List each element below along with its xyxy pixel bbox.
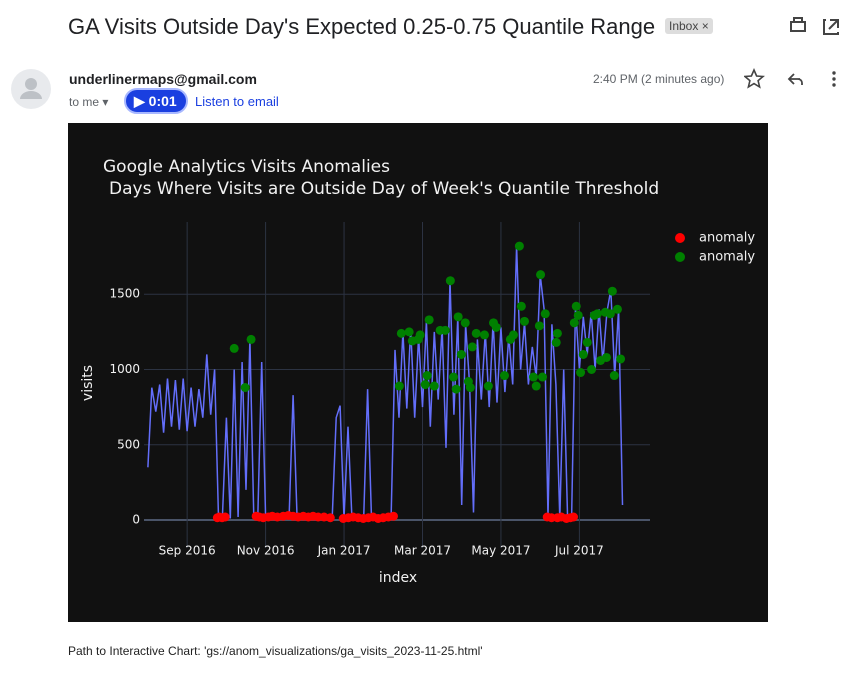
anomaly-point bbox=[491, 322, 501, 332]
anomaly-point bbox=[246, 334, 256, 344]
anomaly-point bbox=[445, 276, 455, 286]
anomaly-point bbox=[582, 337, 592, 347]
anomaly-point bbox=[616, 354, 626, 364]
anomaly-point bbox=[536, 270, 546, 280]
chart-container: Google Analytics Visits Anomalies Days W… bbox=[68, 123, 768, 622]
anomaly-point bbox=[467, 342, 477, 352]
y-tick-label: 0 bbox=[132, 513, 140, 527]
anomaly-point bbox=[422, 371, 432, 381]
x-tick-label: Jan 2017 bbox=[317, 544, 371, 558]
x-tick-label: Mar 2017 bbox=[394, 544, 451, 558]
anomaly-point bbox=[415, 330, 425, 340]
anomaly-point bbox=[456, 349, 466, 359]
message-icons[interactable] bbox=[744, 68, 844, 90]
anomaly-point bbox=[516, 301, 526, 311]
anomaly-point bbox=[592, 309, 602, 319]
anomaly-point bbox=[569, 318, 579, 328]
anomaly-point bbox=[420, 380, 430, 390]
anomaly-point bbox=[453, 312, 463, 322]
anomaly-point bbox=[499, 371, 509, 381]
audio-time: 0:01 bbox=[148, 93, 177, 109]
anomaly-point bbox=[519, 316, 529, 326]
chart: Google Analytics Visits Anomalies Days W… bbox=[80, 157, 755, 586]
x-axis-label: index bbox=[379, 570, 417, 586]
anomaly-point bbox=[569, 512, 579, 522]
more-dot bbox=[832, 83, 836, 87]
recipient[interactable]: to me ▾ bbox=[69, 95, 109, 109]
more-icon[interactable] bbox=[832, 71, 836, 75]
anomaly-point bbox=[220, 512, 230, 522]
anomaly-point bbox=[573, 310, 583, 320]
popout-icon[interactable] bbox=[823, 19, 839, 35]
anomaly-point bbox=[538, 372, 548, 382]
anomaly-point bbox=[465, 383, 475, 393]
legend-marker bbox=[675, 252, 685, 262]
timestamp: 2:40 PM (2 minutes ago) bbox=[593, 72, 725, 86]
legend-label: anomaly bbox=[699, 250, 755, 265]
print-icon-top bbox=[793, 17, 803, 23]
recipient-text: to me bbox=[69, 95, 100, 109]
anomaly-point bbox=[483, 381, 493, 391]
anomaly-point bbox=[440, 325, 450, 335]
x-tick-label: Jul 2017 bbox=[554, 544, 604, 558]
visits-line bbox=[147, 246, 624, 520]
anomaly-point bbox=[540, 309, 550, 319]
anomaly-point bbox=[396, 328, 406, 338]
subject: GA Visits Outside Day's Expected 0.25-0.… bbox=[68, 14, 656, 39]
anomaly-point bbox=[612, 304, 622, 314]
y-axis-label: visits bbox=[80, 365, 96, 401]
anomaly-point bbox=[240, 383, 250, 393]
anomaly-point bbox=[448, 372, 458, 382]
chart-subtitle: Days Where Visits are Outside Day of Wee… bbox=[109, 179, 659, 199]
label-text: Inbox bbox=[669, 19, 699, 33]
anomaly-point bbox=[534, 321, 544, 331]
anomaly-point bbox=[388, 511, 398, 521]
sender[interactable]: underlinermaps@gmail.com bbox=[69, 71, 257, 87]
anomaly-point bbox=[514, 241, 524, 251]
anomaly-point bbox=[571, 301, 581, 311]
anomaly-point bbox=[529, 372, 539, 382]
star-icon[interactable] bbox=[744, 68, 765, 89]
anomaly-point bbox=[609, 371, 619, 381]
anomaly-point bbox=[552, 328, 562, 338]
avatar bbox=[11, 69, 51, 109]
anomaly-point bbox=[451, 384, 461, 394]
anomaly-point bbox=[551, 337, 561, 347]
anomaly-point bbox=[325, 513, 335, 523]
anomaly-point bbox=[429, 381, 439, 391]
anomaly-point bbox=[605, 309, 615, 319]
anomaly-point bbox=[576, 368, 586, 378]
x-tick-label: May 2017 bbox=[471, 544, 530, 558]
anomaly-point bbox=[479, 330, 489, 340]
y-tick-label: 1500 bbox=[109, 287, 140, 301]
header-icons[interactable] bbox=[786, 16, 846, 38]
listen-link[interactable]: Listen to email bbox=[195, 94, 279, 109]
anomaly-point bbox=[508, 330, 518, 340]
footer-text: Path to Interactive Chart: 'gs://anom_vi… bbox=[68, 644, 483, 658]
audio-button[interactable]: ▶ 0:01 bbox=[124, 88, 188, 114]
legend-label: anomaly bbox=[699, 231, 755, 246]
anomaly-point bbox=[578, 349, 588, 359]
anomaly-point bbox=[229, 343, 239, 353]
anomaly-point bbox=[424, 315, 434, 325]
x-tick-label: Nov 2016 bbox=[237, 544, 295, 558]
more-dot bbox=[832, 77, 836, 81]
reply-icon[interactable] bbox=[787, 73, 803, 85]
anomaly-point bbox=[471, 328, 481, 338]
anomaly-point bbox=[607, 286, 617, 296]
chart-title: Google Analytics Visits Anomalies bbox=[103, 157, 390, 177]
anomaly-point bbox=[601, 352, 611, 362]
print-icon[interactable] bbox=[790, 21, 806, 32]
anomaly-point bbox=[394, 381, 404, 391]
anomaly-point bbox=[460, 318, 470, 328]
y-tick-label: 500 bbox=[117, 437, 140, 451]
label-chip[interactable]: Inbox × bbox=[665, 18, 713, 34]
anomaly-point bbox=[531, 381, 541, 391]
anomaly-point bbox=[587, 364, 597, 374]
legend-marker bbox=[675, 233, 685, 243]
anomaly-point bbox=[404, 327, 414, 337]
y-tick-label: 1000 bbox=[109, 362, 140, 376]
x-tick-label: Sep 2016 bbox=[159, 544, 216, 558]
